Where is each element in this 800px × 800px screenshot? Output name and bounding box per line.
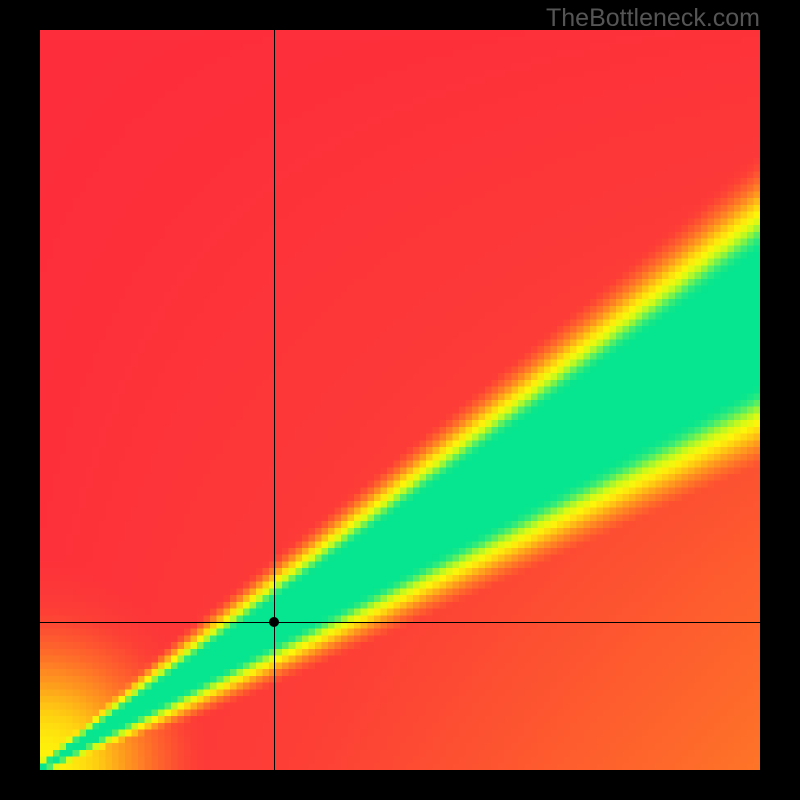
crosshair-vertical xyxy=(274,30,275,770)
crosshair-point xyxy=(269,617,279,627)
crosshair-horizontal xyxy=(40,622,760,623)
bottleneck-heatmap xyxy=(40,30,760,770)
chart-container: TheBottleneck.com xyxy=(0,0,800,800)
watermark-text: TheBottleneck.com xyxy=(546,4,760,33)
